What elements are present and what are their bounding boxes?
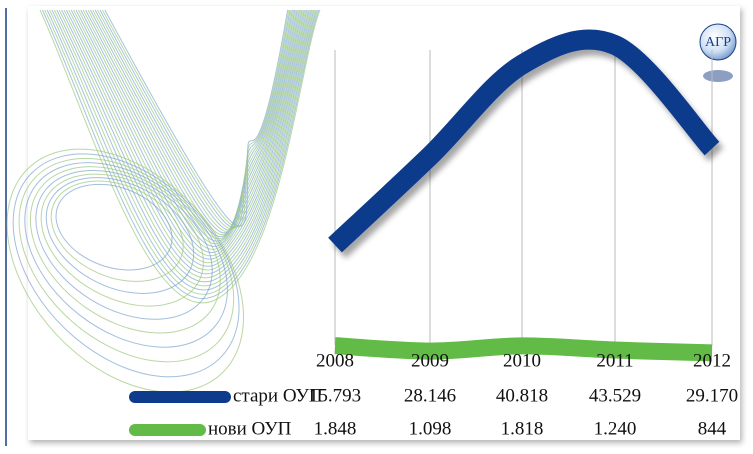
decor-curve bbox=[49, 9, 316, 287]
series-line bbox=[334, 337, 713, 362]
series-line bbox=[328, 29, 720, 253]
decor-curve bbox=[41, 9, 320, 299]
decor-ring bbox=[29, 166, 221, 334]
table-value: 844 bbox=[698, 418, 727, 439]
x-tick-label: 2008 bbox=[316, 350, 354, 371]
decor-curve bbox=[51, 9, 315, 283]
table-value: 43.529 bbox=[589, 385, 641, 406]
x-tick-label: 2012 bbox=[693, 350, 731, 371]
x-tick-label: 2010 bbox=[503, 350, 541, 371]
decor-curve bbox=[73, 9, 304, 250]
decor-ring bbox=[50, 180, 184, 282]
decor-curve bbox=[75, 9, 303, 247]
legend-label: стари ОУП bbox=[233, 385, 323, 406]
decor-ring bbox=[18, 157, 235, 363]
decor-curve bbox=[97, 9, 292, 230]
decor-curve bbox=[58, 9, 311, 271]
decor-ring bbox=[6, 148, 245, 393]
x-tick-label: 2011 bbox=[596, 350, 633, 371]
decor-ring bbox=[40, 173, 204, 307]
decor-curve bbox=[101, 9, 290, 228]
logo-badge bbox=[699, 23, 737, 61]
decoration bbox=[6, 9, 321, 393]
decor-ring bbox=[45, 177, 195, 294]
table-value: 15.793 bbox=[309, 385, 361, 406]
x-tick-label: 2009 bbox=[411, 350, 449, 371]
decor-ring bbox=[35, 169, 213, 320]
decor-curve bbox=[104, 9, 289, 227]
table-value: 1.818 bbox=[501, 418, 544, 439]
decor-curve bbox=[39, 9, 321, 304]
table-value: 28.146 bbox=[404, 385, 456, 406]
decor-ring bbox=[55, 183, 173, 271]
decor-curve bbox=[99, 9, 291, 228]
table-value: 40.818 bbox=[496, 385, 548, 406]
decor-ring bbox=[24, 162, 228, 348]
logo-text: АГР bbox=[705, 35, 731, 50]
decor-curve bbox=[44, 9, 319, 295]
decor-ring bbox=[12, 153, 240, 378]
table-value: 29.170 bbox=[686, 385, 738, 406]
logo-reflection bbox=[703, 70, 733, 82]
decor-curve bbox=[61, 9, 310, 267]
decor-curve bbox=[70, 9, 305, 253]
legend-label: нови ОУП bbox=[208, 418, 292, 439]
decor-curve bbox=[46, 9, 317, 291]
logo: АГР bbox=[699, 23, 737, 82]
decor-curve bbox=[68, 9, 307, 257]
table-value: 1.098 bbox=[409, 418, 452, 439]
table-value: 1.240 bbox=[594, 418, 637, 439]
decor-curve bbox=[77, 9, 302, 245]
decor-curve bbox=[53, 9, 314, 279]
decor-curve bbox=[92, 9, 295, 232]
table-value: 1.848 bbox=[314, 418, 357, 439]
panel bbox=[28, 6, 740, 440]
decor-curve bbox=[94, 9, 293, 231]
